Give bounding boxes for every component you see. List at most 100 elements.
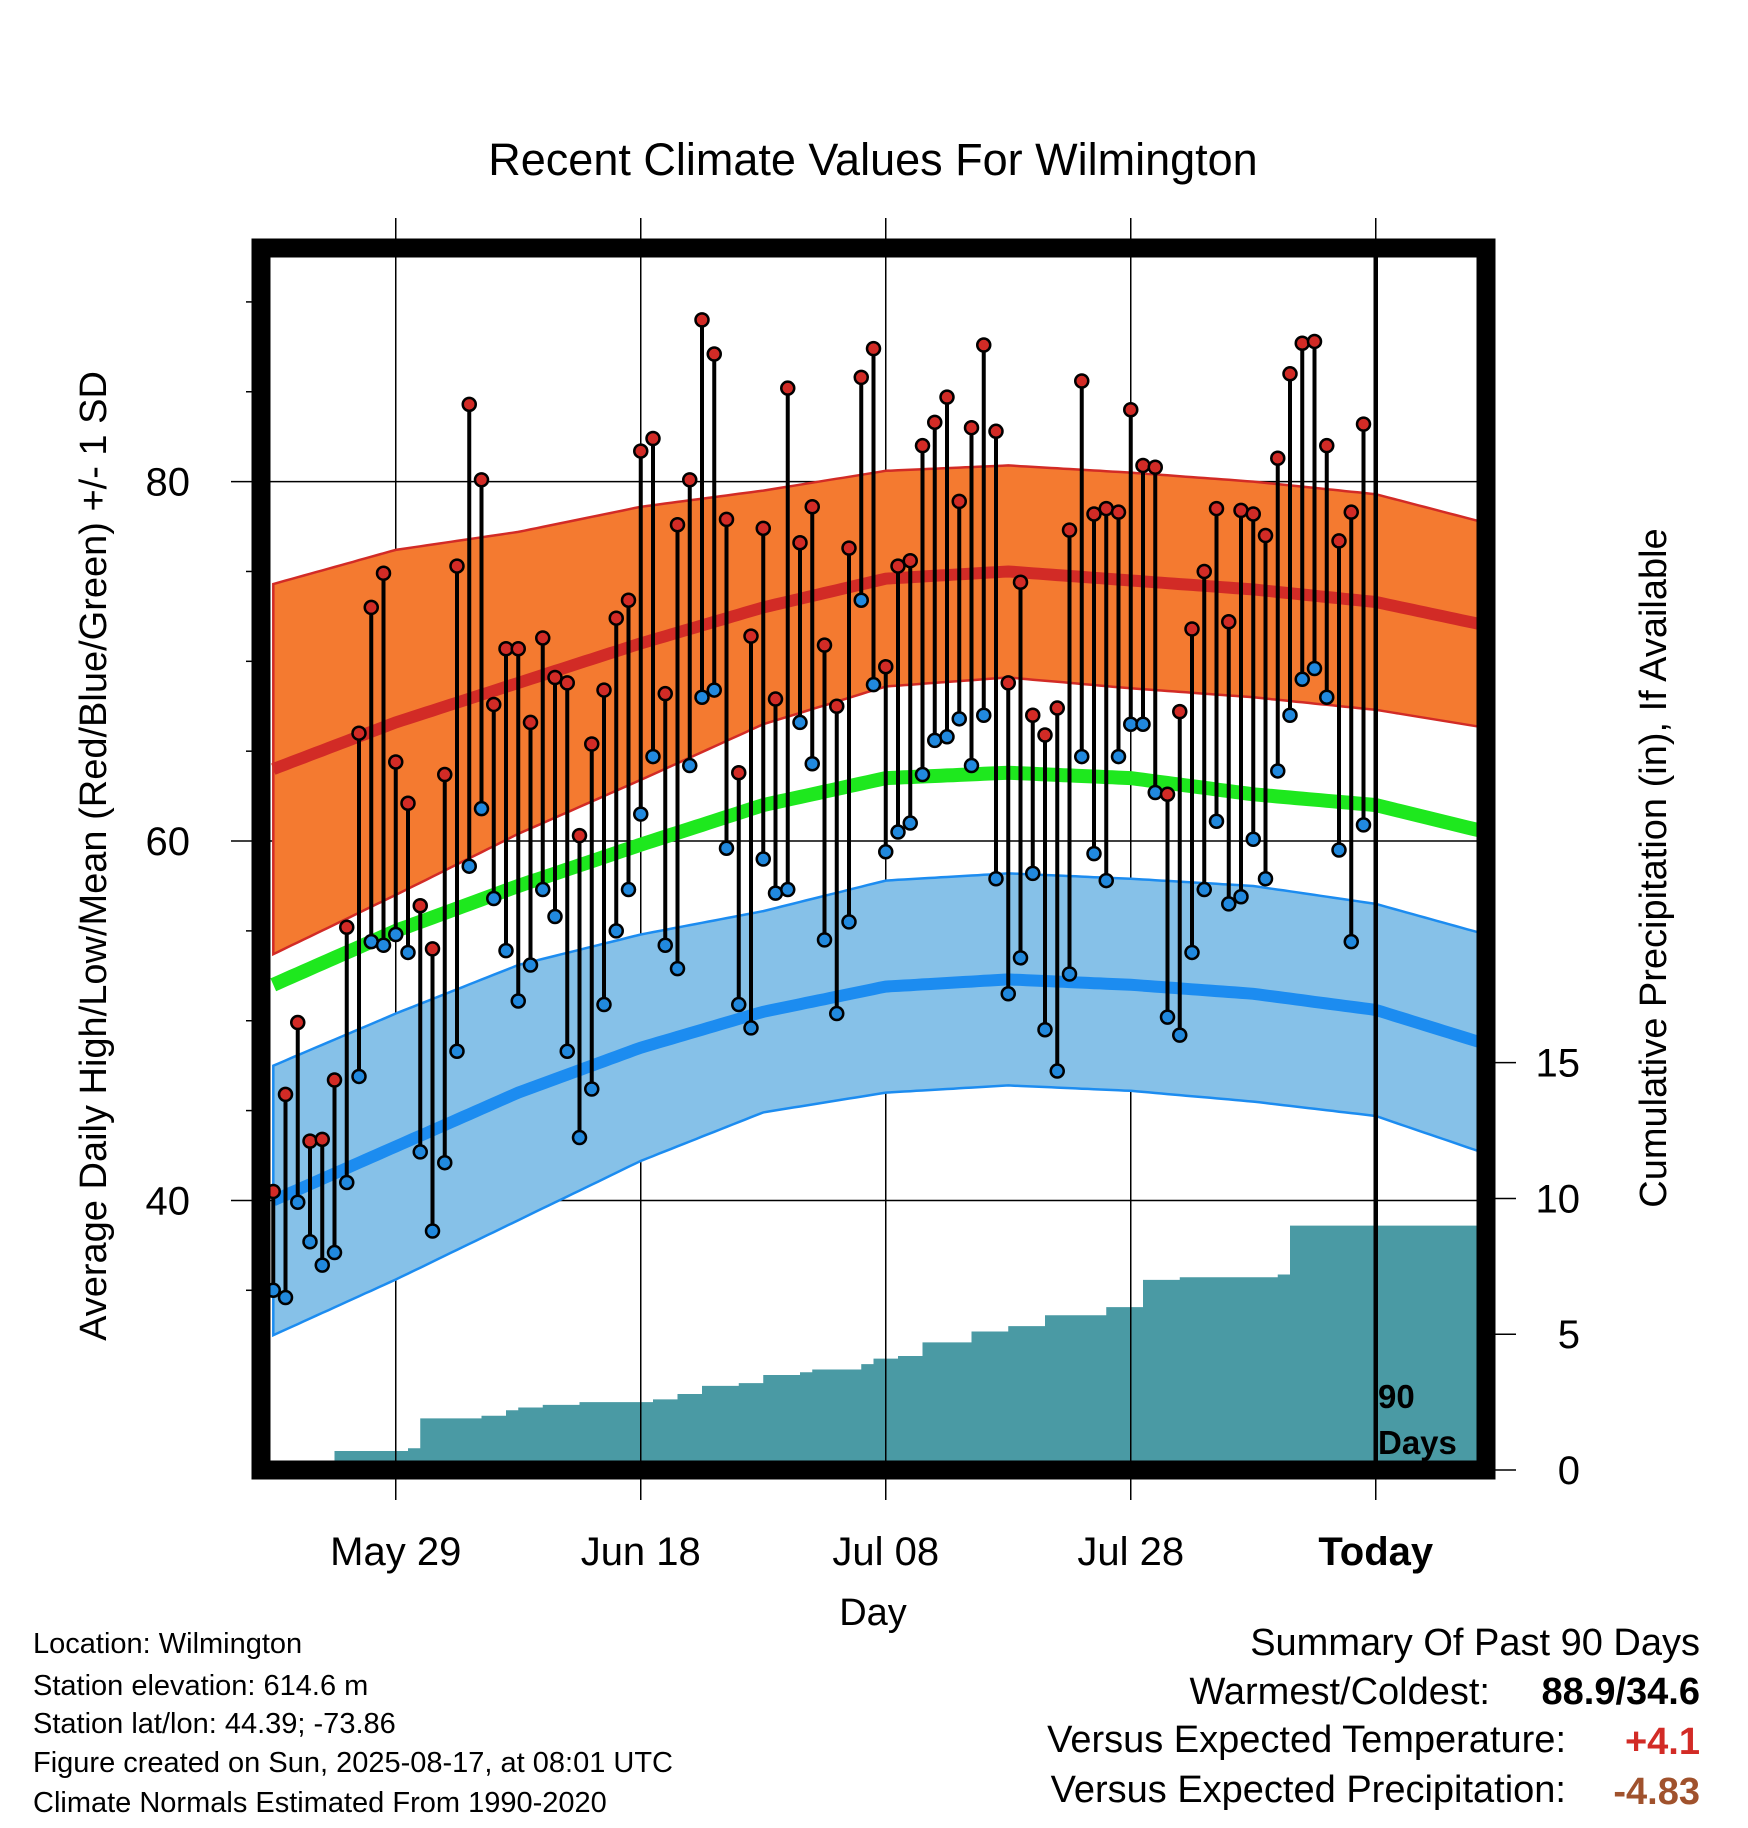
daily-high-point: [743, 628, 759, 644]
daily-low-point: [1159, 1009, 1176, 1025]
daily-low-point: [780, 881, 796, 898]
daily-low-point: [1000, 986, 1016, 1002]
daily-high-point: [1110, 504, 1127, 520]
daily-low-point: [1343, 933, 1359, 950]
daily-low-point: [829, 1005, 845, 1022]
daily-high-point: [302, 1133, 318, 1149]
daily-low-point: [767, 885, 784, 901]
daily-high-point: [767, 691, 784, 707]
daily-high-point: [1000, 675, 1016, 691]
daily-high-point: [1270, 450, 1286, 467]
daily-low-point: [1306, 660, 1323, 677]
daily-low-point: [449, 1043, 465, 1060]
daily-high-point: [682, 472, 698, 488]
daily-low-point: [1184, 944, 1200, 961]
daily-high-point: [633, 443, 649, 459]
daily-low-point: [1135, 716, 1151, 732]
plot-area: 90 Days: [251, 238, 1496, 1480]
summary-precip-value: -4.83: [1613, 1771, 1700, 1813]
daily-low-point: [620, 881, 637, 898]
footer-latlon: Station lat/lon: 44.39; -73.86: [33, 1708, 396, 1740]
daily-high-point: [816, 637, 833, 653]
x-tick-label-jul-08: Jul 08: [832, 1530, 939, 1574]
daily-high-point: [963, 419, 980, 436]
daily-high-point: [1184, 621, 1200, 637]
daily-high-point: [363, 599, 379, 616]
daily-low-point: [339, 1174, 355, 1191]
daily-high-point: [1331, 533, 1347, 549]
daily-high-point: [1061, 522, 1078, 538]
mean-normal-line: [270, 765, 1488, 992]
daily-high-point: [1037, 727, 1053, 743]
x-tick-label-jun-18: Jun 18: [581, 1530, 701, 1574]
daily-low-point: [657, 937, 673, 954]
daily-low-point: [1257, 871, 1274, 887]
daily-high-point: [1294, 335, 1310, 351]
summary-precip-label: Versus Expected Precipitation:: [1051, 1769, 1566, 1811]
daily-high-point: [437, 766, 453, 783]
y2-axis-label: Cumulative Precipitation (in), If Availa…: [1633, 528, 1675, 1207]
y-tick-label-60: 60: [146, 820, 191, 864]
daily-high-point: [1159, 786, 1176, 803]
daily-low-point: [976, 707, 992, 723]
daily-high-point: [1221, 614, 1237, 630]
daily-high-point: [1233, 502, 1249, 519]
summary-warm-cold-value: 88.9/34.6: [1542, 1671, 1700, 1713]
daily-low-point: [706, 682, 722, 698]
daily-high-point: [841, 540, 857, 556]
daily-high-point: [1257, 527, 1274, 544]
daily-low-point: [314, 1257, 330, 1273]
y2-axis-tick-labels: 0 5 10 15: [1536, 1042, 1581, 1493]
y-tick-label-80: 80: [146, 461, 191, 505]
footer-created: Figure created on Sun, 2025-08-17, at 08…: [33, 1747, 673, 1779]
daily-low-point: [792, 714, 808, 731]
daily-high-point: [1135, 457, 1151, 474]
x-tick-label-jul-28: Jul 28: [1077, 1530, 1184, 1574]
daily-high-point: [535, 630, 551, 646]
daily-high-point: [571, 827, 588, 844]
daily-low-point: [939, 729, 955, 745]
cumulative-precipitation-area: [273, 1225, 1486, 1470]
daily-low-point: [473, 800, 490, 817]
daily-low-point: [1331, 842, 1347, 858]
daily-high-point: [645, 430, 661, 447]
daily-low-point: [1294, 671, 1310, 688]
daily-low-point: [596, 996, 612, 1013]
daily-high-point: [669, 516, 686, 533]
summary-temp-value: +4.1: [1625, 1721, 1700, 1763]
footer-normals: Climate Normals Estimated From 1990-2020: [33, 1787, 607, 1819]
y-tick-label-40: 40: [146, 1179, 191, 1223]
daily-high-point: [1343, 504, 1359, 520]
daily-high-point: [755, 520, 771, 537]
daily-high-point: [522, 714, 539, 731]
daily-high-point: [547, 669, 563, 686]
daily-low-point: [914, 766, 931, 783]
daily-low-point: [302, 1234, 318, 1250]
daily-low-point: [326, 1244, 343, 1261]
summary-panel: Summary Of Past 90 Days Warmest/Coldest:…: [1047, 1622, 1700, 1813]
daily-low-point: [1086, 845, 1102, 862]
footer-elevation: Station elevation: 614.6 m: [33, 1670, 368, 1702]
summary-heading: Summary Of Past 90 Days: [1250, 1622, 1700, 1664]
daily-high-point: [559, 675, 575, 691]
daily-high-point: [351, 725, 367, 741]
daily-low-point: [963, 757, 980, 774]
daily-high-point: [1074, 373, 1090, 389]
daily-low-point: [290, 1194, 306, 1210]
daily-low-point: [890, 824, 906, 840]
daily-high-point: [902, 552, 918, 569]
daily-high-point: [731, 764, 747, 781]
daily-low-point: [1098, 872, 1114, 889]
daily-low-point: [841, 914, 857, 930]
daily-low-point: [608, 923, 624, 939]
daily-high-point: [1208, 500, 1225, 517]
daily-high-point: [326, 1072, 343, 1088]
daily-low-point: [277, 1289, 294, 1306]
daily-high-point: [1306, 333, 1323, 350]
daily-low-point: [755, 851, 771, 867]
daily-low-point: [571, 1129, 588, 1146]
daily-high-point: [314, 1131, 330, 1148]
daily-low-point: [522, 957, 539, 973]
daily-low-point: [1049, 1063, 1065, 1079]
